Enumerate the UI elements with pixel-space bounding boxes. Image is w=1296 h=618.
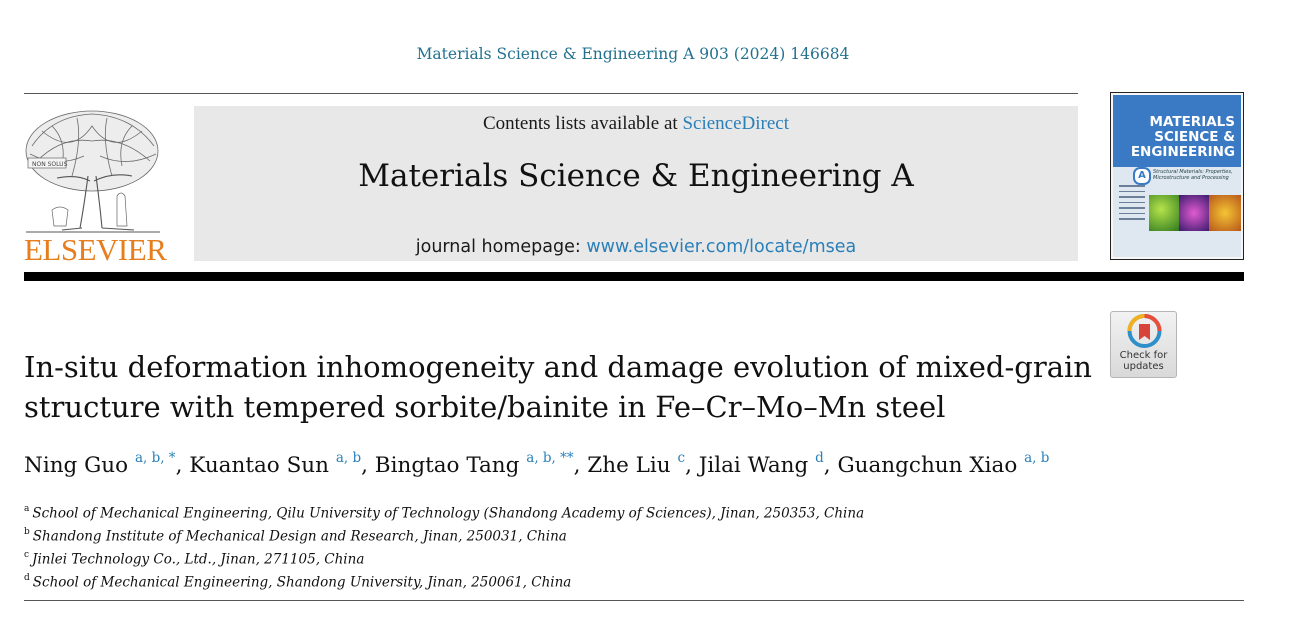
author-name[interactable]: Ning Guo: [24, 453, 129, 479]
author-name[interactable]: Kuantao Sun: [189, 453, 329, 479]
cover-subtitle: Structural Materials: Properties, Micros…: [1153, 169, 1233, 181]
homepage-prefix: journal homepage:: [415, 237, 587, 257]
author-name[interactable]: Guangchun Xiao: [837, 453, 1018, 479]
author-name[interactable]: Zhe Liu: [587, 453, 671, 479]
author-affiliation-marks[interactable]: c: [677, 450, 686, 466]
affiliation-item: c Jinlei Technology Co., Ltd., Jinan, 271…: [24, 547, 864, 570]
cover-image-orange: [1209, 195, 1241, 231]
header-thick-divider: [24, 272, 1244, 281]
affiliation-list: a School of Mechanical Engineering, Qilu …: [24, 501, 864, 593]
journal-cover-thumbnail[interactable]: MATERIALS SCIENCE & ENGINEERING A Struct…: [1110, 92, 1244, 260]
author-affiliation-marks[interactable]: a, b, *: [134, 450, 176, 466]
author-affiliation-marks[interactable]: a, b: [335, 450, 362, 466]
affiliation-text: Jinlei Technology Co., Ltd., Jinan, 2711…: [32, 551, 365, 568]
affiliation-item: b Shandong Institute of Mechanical Design…: [24, 524, 864, 547]
author-name[interactable]: Bingtao Tang: [374, 453, 520, 479]
author-affiliation-marks[interactable]: a, b, **: [526, 450, 574, 466]
article-title: In-situ deformation inhomogeneity and da…: [24, 350, 1092, 424]
contents-line: Contents lists available at ScienceDirec…: [194, 113, 1078, 135]
affiliation-key: d: [24, 573, 30, 583]
affiliation-text: Shandong Institute of Mechanical Design …: [32, 528, 567, 545]
cover-editor-lines: [1119, 185, 1145, 224]
svg-text:NON SOLUS: NON SOLUS: [32, 161, 68, 168]
cover-image-purple: [1179, 195, 1209, 231]
homepage-line: journal homepage: www.elsevier.com/locat…: [194, 237, 1078, 257]
journal-citation[interactable]: Materials Science & Engineering A 903 (2…: [416, 45, 850, 63]
cover-title-line2: SCIENCE &: [1154, 129, 1235, 145]
top-divider: [24, 93, 1078, 94]
cover-title-line3: ENGINEERING: [1130, 144, 1235, 160]
cover-title-line1: MATERIALS: [1149, 114, 1235, 130]
check-updates-icon: [1127, 314, 1162, 348]
affiliation-item: d School of Mechanical Engineering, Shand…: [24, 570, 864, 593]
affiliation-key: c: [24, 550, 30, 560]
journal-homepage-link[interactable]: www.elsevier.com/locate/msea: [586, 237, 857, 257]
author-affiliation-marks[interactable]: a, b: [1024, 450, 1050, 466]
affiliation-key: b: [24, 527, 30, 537]
cover-image-green: [1149, 195, 1179, 231]
cover-header-block: MATERIALS SCIENCE & ENGINEERING: [1113, 95, 1241, 167]
affiliation-item: a School of Mechanical Engineering, Qilu …: [24, 501, 864, 524]
check-for-updates-button[interactable]: Check for updates: [1110, 311, 1177, 378]
author-affiliation-marks[interactable]: d: [815, 450, 824, 466]
elsevier-wordmark: ELSEVIER: [24, 232, 167, 267]
journal-banner: Contents lists available at ScienceDirec…: [194, 106, 1078, 261]
affiliation-text: School of Mechanical Engineering, Shando…: [32, 574, 572, 591]
journal-title: Materials Science & Engineering A: [358, 158, 914, 194]
check-updates-label: Check for updates: [1119, 350, 1168, 372]
author-name[interactable]: Jilai Wang: [698, 453, 809, 479]
contents-prefix: Contents lists available at: [482, 113, 683, 134]
sciencedirect-link[interactable]: ScienceDirect: [682, 113, 790, 134]
cover-section-letter: A: [1133, 167, 1151, 185]
affiliation-text: School of Mechanical Engineering, Qilu U…: [32, 505, 865, 522]
affiliation-key: a: [24, 504, 30, 514]
elsevier-tree-logo[interactable]: NON SOLUS: [22, 106, 164, 266]
author-list: Ning Guo a, b, *, Kuantao Sun a, b, Bing…: [24, 450, 1050, 479]
cover-inner: MATERIALS SCIENCE & ENGINEERING A Struct…: [1113, 95, 1241, 257]
bottom-divider: [24, 600, 1244, 601]
